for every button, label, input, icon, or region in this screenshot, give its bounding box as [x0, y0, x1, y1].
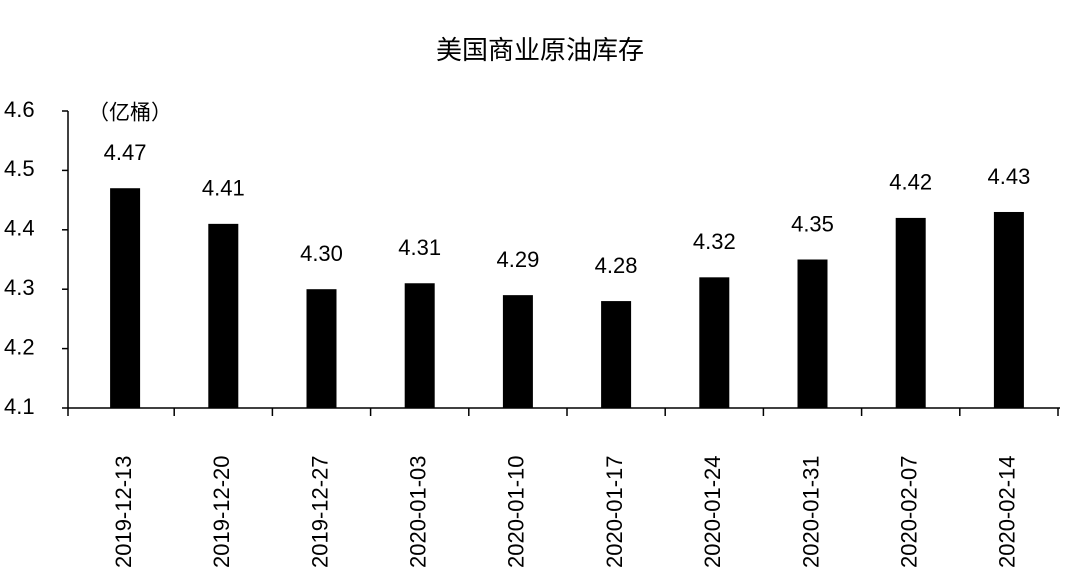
bar	[110, 188, 141, 408]
value-label: 4.29	[496, 247, 539, 272]
bar	[601, 301, 632, 408]
x-tick-label: 2020-01-17	[602, 455, 627, 568]
bar	[699, 277, 730, 408]
y-tick-label: 4.2	[4, 334, 35, 359]
bar	[208, 223, 239, 408]
value-label: 4.31	[398, 235, 441, 260]
value-label: 4.47	[104, 140, 147, 165]
y-tick-label: 4.5	[4, 156, 35, 181]
value-label: 4.42	[889, 170, 932, 195]
bar	[895, 217, 926, 408]
value-label: 4.41	[202, 176, 245, 201]
x-tick-label: 2019-12-13	[111, 455, 136, 568]
x-tick-label: 2020-01-03	[406, 455, 431, 568]
x-tick-label: 2019-12-20	[209, 455, 234, 568]
bar	[797, 259, 828, 408]
bar	[306, 289, 337, 408]
value-label: 4.32	[693, 229, 736, 254]
x-tick-label: 2020-01-31	[798, 455, 823, 568]
x-tick-label: 2020-01-10	[504, 455, 529, 568]
value-label: 4.35	[791, 211, 834, 236]
value-label: 4.28	[595, 253, 638, 278]
value-label: 4.30	[300, 241, 343, 266]
x-tick-label: 2020-01-24	[700, 455, 725, 568]
x-tick-label: 2019-12-27	[307, 455, 332, 568]
value-label: 4.43	[987, 164, 1030, 189]
y-tick-label: 4.4	[4, 216, 35, 241]
y-tick-label: 4.6	[4, 97, 35, 122]
x-tick-label: 2020-02-07	[897, 455, 922, 568]
x-tick-label: 2020-02-14	[995, 455, 1020, 568]
bar	[993, 211, 1024, 408]
y-unit-label: （亿桶）	[88, 102, 172, 125]
y-tick-label: 4.1	[4, 394, 35, 419]
chart-title: 美国商业原油库存	[436, 35, 644, 65]
bar	[502, 295, 533, 408]
bar	[404, 283, 435, 408]
y-tick-label: 4.3	[4, 275, 35, 300]
